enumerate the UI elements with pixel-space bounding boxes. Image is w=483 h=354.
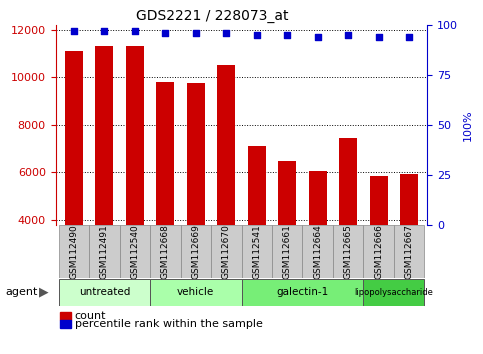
Text: GSM112670: GSM112670	[222, 224, 231, 279]
Bar	[339, 138, 357, 225]
Text: lipopolysaccharide: lipopolysaccharide	[355, 288, 433, 297]
Bar	[333, 225, 363, 278]
Bar	[278, 160, 297, 225]
Bar	[156, 82, 174, 225]
Bar	[120, 225, 150, 278]
Text: ▶: ▶	[39, 286, 48, 299]
Text: untreated: untreated	[79, 287, 130, 297]
Point	[253, 32, 261, 38]
Bar	[211, 225, 242, 278]
Text: percentile rank within the sample: percentile rank within the sample	[75, 319, 263, 329]
Text: GSM112667: GSM112667	[405, 224, 413, 279]
Text: count: count	[75, 311, 106, 321]
Text: vehicle: vehicle	[177, 287, 214, 297]
Bar	[363, 225, 394, 278]
Bar	[58, 279, 150, 306]
Text: GSM112541: GSM112541	[252, 224, 261, 279]
Bar	[363, 279, 425, 306]
Bar	[126, 46, 144, 225]
Bar	[150, 279, 242, 306]
Point	[161, 30, 169, 36]
Text: GSM112491: GSM112491	[100, 224, 109, 279]
Bar	[217, 65, 235, 225]
Bar	[394, 225, 425, 278]
Bar	[58, 225, 89, 278]
Point	[70, 28, 78, 34]
Text: galectin-1: galectin-1	[276, 287, 328, 297]
Point	[222, 30, 230, 36]
Bar	[150, 225, 181, 278]
Bar	[248, 146, 266, 225]
Text: GSM112540: GSM112540	[130, 224, 139, 279]
Text: GSM112664: GSM112664	[313, 224, 322, 279]
Bar	[302, 225, 333, 278]
Bar	[242, 225, 272, 278]
Text: GSM112666: GSM112666	[374, 224, 383, 279]
Point	[131, 28, 139, 34]
Bar	[242, 279, 363, 306]
Bar	[369, 176, 388, 225]
Bar	[272, 225, 302, 278]
Point	[344, 32, 352, 38]
Point	[192, 30, 199, 36]
Text: GSM112661: GSM112661	[283, 224, 292, 279]
Point	[375, 34, 383, 40]
Point	[100, 28, 108, 34]
Text: GSM112665: GSM112665	[344, 224, 353, 279]
Bar	[89, 225, 120, 278]
Text: GSM112668: GSM112668	[161, 224, 170, 279]
Bar	[186, 83, 205, 225]
Bar	[400, 173, 418, 225]
Bar	[181, 225, 211, 278]
Text: GDS2221 / 228073_at: GDS2221 / 228073_at	[136, 9, 289, 23]
Text: GSM112490: GSM112490	[70, 224, 78, 279]
Point	[405, 34, 413, 40]
Point	[284, 32, 291, 38]
Bar	[95, 46, 114, 225]
Bar	[309, 171, 327, 225]
Bar	[65, 51, 83, 225]
Point	[314, 34, 322, 40]
Y-axis label: 100%: 100%	[462, 109, 472, 141]
Text: agent: agent	[6, 287, 38, 297]
Text: GSM112669: GSM112669	[191, 224, 200, 279]
